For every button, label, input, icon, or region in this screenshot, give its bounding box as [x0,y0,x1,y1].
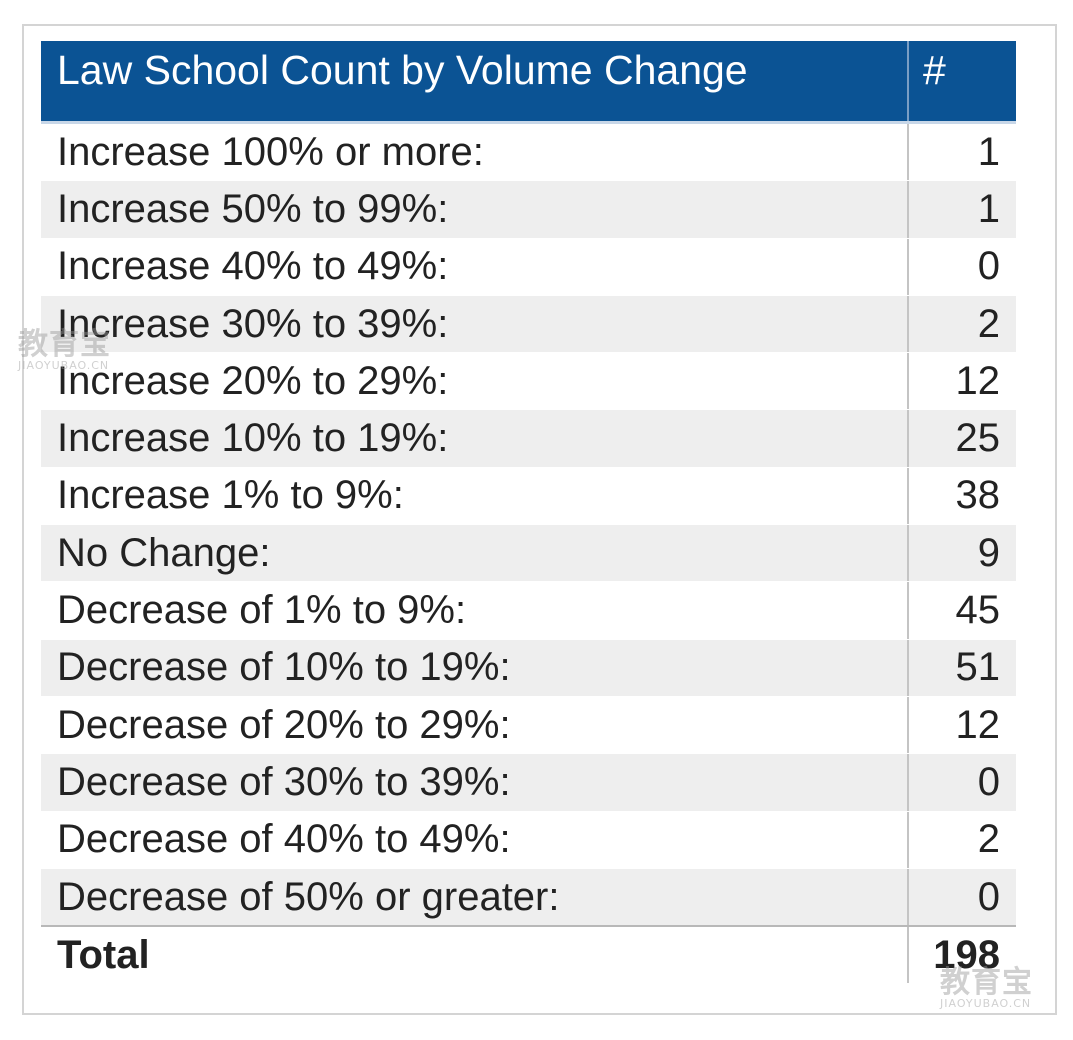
row-label: Decrease of 20% to 29%: [41,696,909,754]
table-row: Decrease of 10% to 19%: 51 [41,638,1016,696]
table-row: Increase 40% to 49%: 0 [41,237,1016,295]
row-value: 9 [977,530,1000,575]
table-row: Increase 50% to 99%: 1 [41,180,1016,238]
row-label: Increase 10% to 19%: [41,410,909,467]
table-row: Decrease of 30% to 39%: 0 [41,753,1016,811]
row-value: 1 [977,186,1000,231]
table-row: Decrease of 20% to 29%: 12 [41,695,1016,754]
table-row: No Change: 9 [41,524,1016,582]
row-value: 0 [977,244,1000,289]
watermark-logo: 教育宝 JIAOYUBAO.CN [18,327,111,372]
table-header: Law School Count by Volume Change # [41,41,1016,124]
watermark-text: 教育宝 [940,965,1033,1000]
row-value: 0 [977,759,1000,804]
table-row: Increase 30% to 39%: 2 [41,294,1016,353]
row-value: 38 [955,473,1001,518]
row-value: 25 [955,416,1001,461]
header-label: Law School Count by Volume Change [41,41,909,121]
table-row: Increase 10% to 19%: 25 [41,409,1016,467]
row-value: 51 [955,645,1001,690]
table-row: Increase 20% to 29%: 12 [41,352,1016,410]
watermark-subtext: JIAOYUBAO.CN [940,997,1032,1010]
header-count: # [923,47,946,93]
table-row: Decrease of 50% or greater: 0 [41,867,1016,926]
table-row: Decrease of 40% to 49%: 2 [41,810,1016,868]
table-row: Decrease of 1% to 9%: 45 [41,581,1016,639]
row-label: Increase 1% to 9%: [41,467,909,525]
total-label: Total [41,927,909,984]
watermark-logo: 教育宝 JIAOYUBAO.CN [940,965,1033,1010]
volume-change-table: Law School Count by Volume Change # Incr… [41,41,1016,984]
row-label: Increase 20% to 29%: [41,353,909,410]
row-value: 1 [977,129,1000,174]
watermark-subtext: JIAOYUBAO.CN [18,359,110,372]
table-body: Increase 100% or more: 1 Increase 50% to 9… [41,124,1016,926]
table-row: Increase 1% to 9%: 38 [41,466,1016,525]
row-label: Decrease of 1% to 9%: [41,582,909,639]
row-value: 0 [977,874,1000,919]
row-label: Increase 100% or more: [41,124,909,181]
row-label: No Change: [41,525,909,582]
row-label: Decrease of 10% to 19%: [41,639,909,696]
row-label: Decrease of 30% to 39%: [41,754,909,811]
row-value: 45 [955,588,1001,633]
table-row: Increase 100% or more: 1 [41,124,1016,181]
row-label: Increase 40% to 49%: [41,238,909,295]
row-value: 2 [977,301,1000,346]
row-value: 12 [955,358,1001,403]
row-label: Decrease of 40% to 49%: [41,811,909,868]
row-value: 2 [977,817,1000,862]
total-row: Total 198 [41,925,1016,984]
table-frame [22,24,1057,1015]
total-value: 198 [933,932,1000,977]
row-value: 12 [955,702,1001,747]
row-label: Decrease of 50% or greater: [41,868,909,926]
row-label: Increase 50% to 99%: [41,181,909,238]
watermark-text: 教育宝 [18,327,111,362]
row-label: Increase 30% to 39%: [41,295,909,353]
